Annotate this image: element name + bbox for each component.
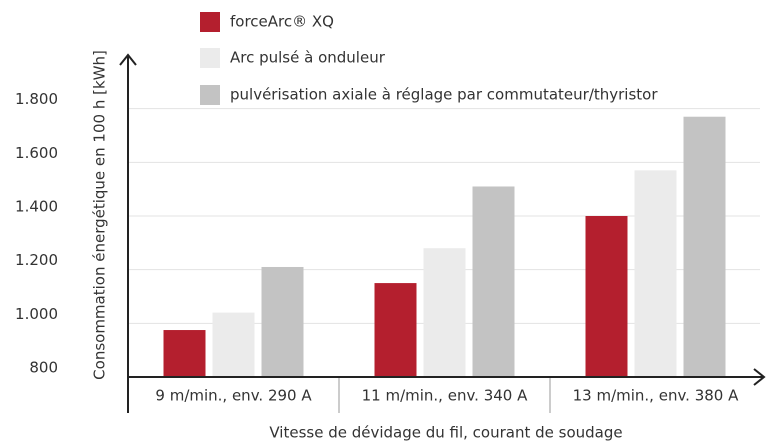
legend-swatch xyxy=(200,48,220,68)
bar xyxy=(423,248,466,377)
y-tick-label: 1.600 xyxy=(15,144,58,162)
y-axis-label: Consommation énergétique en 100 h [kWh] xyxy=(91,50,109,380)
bar xyxy=(374,283,417,377)
x-axis-arrow xyxy=(753,368,766,386)
legend-label: forceArc® XQ xyxy=(230,13,334,31)
bar xyxy=(634,170,677,377)
legend-label: Arc pulsé à onduleur xyxy=(230,49,386,67)
x-axis-label: Vitesse de dévidage du fil, courant de s… xyxy=(269,424,622,441)
x-tick-label: 9 m/min., env. 290 A xyxy=(155,387,312,405)
bar xyxy=(212,312,255,377)
y-tick-label: 1.800 xyxy=(15,90,58,108)
bar xyxy=(585,216,628,377)
legend-swatch xyxy=(200,85,220,105)
legend-label: pulvérisation axiale à réglage par commu… xyxy=(230,86,658,104)
x-tick-label: 13 m/min., env. 380 A xyxy=(573,387,739,405)
bar xyxy=(472,186,515,377)
x-tick-label: 11 m/min., env. 340 A xyxy=(362,387,528,405)
y-tick-label: 1.200 xyxy=(15,251,58,269)
y-tick-label: 800 xyxy=(29,359,58,377)
bar xyxy=(261,266,304,377)
bar xyxy=(683,116,726,377)
bar xyxy=(163,330,206,377)
legend-swatch xyxy=(200,12,220,32)
y-tick-label: 1.000 xyxy=(15,305,58,323)
y-axis-arrow xyxy=(119,53,137,66)
y-tick-label: 1.400 xyxy=(15,198,58,216)
